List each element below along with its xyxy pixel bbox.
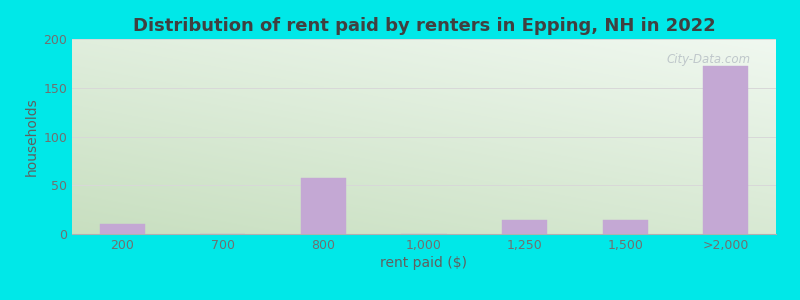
Bar	[502, 220, 547, 234]
X-axis label: rent paid ($): rent paid ($)	[381, 256, 467, 270]
Y-axis label: households: households	[25, 97, 39, 176]
Text: City-Data.com: City-Data.com	[667, 52, 751, 66]
Bar	[100, 224, 145, 234]
Bar	[703, 66, 748, 234]
Bar	[301, 178, 346, 234]
Bar	[602, 220, 648, 234]
Title: Distribution of rent paid by renters in Epping, NH in 2022: Distribution of rent paid by renters in …	[133, 17, 715, 35]
